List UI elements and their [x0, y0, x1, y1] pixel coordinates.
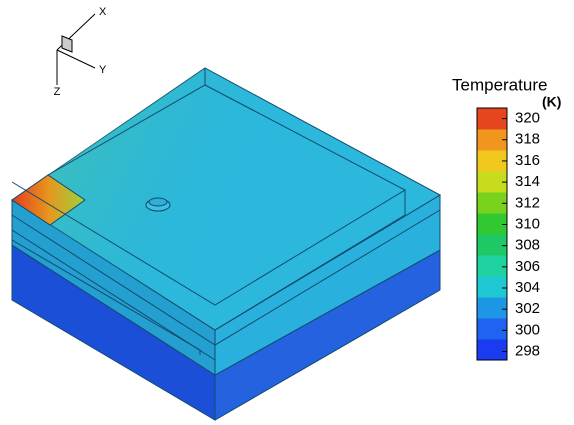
colorbar-tick-label: 316 [515, 152, 540, 169]
axis-y-label: Y [99, 64, 107, 76]
colorbar-band [477, 297, 507, 319]
colorbar-tick-label: 300 [515, 321, 540, 338]
colorbar-band [477, 276, 507, 298]
colorbar-tick-label: 298 [515, 342, 540, 359]
colorbar-tick-label: 304 [515, 279, 540, 296]
colorbar-band [477, 318, 507, 340]
colorbar-band [477, 192, 507, 214]
colorbar-tick-label: 302 [515, 300, 540, 317]
colorbar-tick-label: 314 [515, 173, 540, 190]
colorbar-unit: (K) [542, 94, 561, 110]
colorbar-band [477, 213, 507, 235]
figure: X Y Z Temperature (K) 298 300 302 304 306 308… [0, 0, 574, 425]
colorbar-band [477, 255, 507, 277]
colorbar-title: Temperature [452, 75, 547, 94]
colorbar [477, 108, 507, 361]
axes-triad [57, 14, 95, 85]
colorbar-band [477, 339, 507, 361]
colorbar-tick-label: 318 [515, 131, 540, 148]
model [12, 68, 440, 420]
colorbar-tick-label: 310 [515, 215, 540, 232]
colorbar-tick-label: 306 [515, 258, 540, 275]
axis-z-label: Z [54, 86, 61, 98]
colorbar-band [477, 234, 507, 256]
colorbar-tick-label: 308 [515, 237, 540, 254]
axis-x-label: X [99, 6, 107, 18]
colorbar-tick-label: 312 [515, 194, 540, 211]
colorbar-tick-label: 320 [515, 110, 540, 127]
